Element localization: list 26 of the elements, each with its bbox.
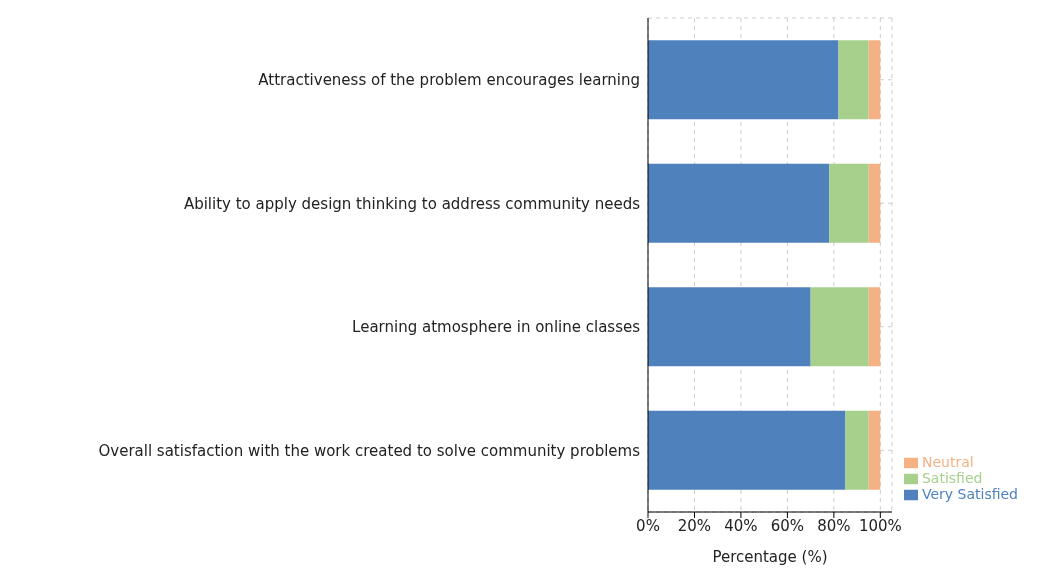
- x-tick-label: 100%: [858, 516, 902, 535]
- x-tick-label: 20%: [677, 516, 712, 535]
- x-axis-title: Percentage (%): [712, 548, 828, 566]
- bar: [868, 410, 881, 490]
- bar: [648, 410, 846, 490]
- legend-label: Satisfied: [921, 470, 983, 486]
- y-tick-label: Learning atmosphere in online classes: [352, 318, 641, 337]
- bar: [838, 40, 869, 120]
- x-tick-label: 40%: [724, 516, 758, 535]
- bar: [648, 163, 830, 243]
- bar: [868, 163, 881, 243]
- bar: [845, 410, 869, 490]
- x-tick-label: 60%: [770, 516, 805, 535]
- bar: [829, 163, 869, 243]
- bar: [648, 287, 811, 367]
- bar: [648, 40, 839, 120]
- y-tick-label: Attractiveness of the problem encourages learning: [258, 71, 640, 90]
- bar: [868, 40, 881, 120]
- y-tick-label: Ability to apply design thinking to address community needs: [183, 194, 641, 213]
- x-tick-label: 80%: [817, 516, 851, 535]
- x-tick-label: 0%: [636, 516, 660, 535]
- bar: [868, 287, 881, 367]
- legend-label: Neutral: [921, 454, 974, 470]
- legend-label: Very Satisfied: [921, 486, 1018, 502]
- bar: [810, 287, 869, 367]
- y-tick-label: Overall satisfaction with the work created to solve community problems: [98, 441, 641, 460]
